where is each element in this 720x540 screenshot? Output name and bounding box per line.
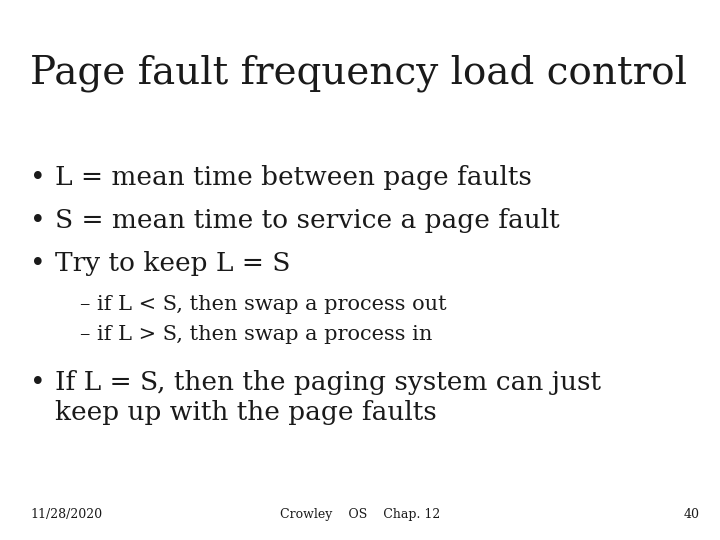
Text: S = mean time to service a page fault: S = mean time to service a page fault [55,208,559,233]
Text: keep up with the page faults: keep up with the page faults [55,400,437,425]
Text: – if L > S, then swap a process in: – if L > S, then swap a process in [80,325,433,344]
Text: •: • [30,165,45,190]
Text: Try to keep L = S: Try to keep L = S [55,251,290,276]
Text: L = mean time between page faults: L = mean time between page faults [55,165,532,190]
Text: – if L < S, then swap a process out: – if L < S, then swap a process out [80,295,446,314]
Text: Crowley    OS    Chap. 12: Crowley OS Chap. 12 [280,508,440,521]
Text: Page fault frequency load control: Page fault frequency load control [30,55,687,92]
Text: 11/28/2020: 11/28/2020 [30,508,102,521]
Text: If L = S, then the paging system can just: If L = S, then the paging system can jus… [55,370,601,395]
Text: 40: 40 [684,508,700,521]
Text: •: • [30,208,45,233]
Text: •: • [30,370,45,395]
Text: •: • [30,251,45,276]
